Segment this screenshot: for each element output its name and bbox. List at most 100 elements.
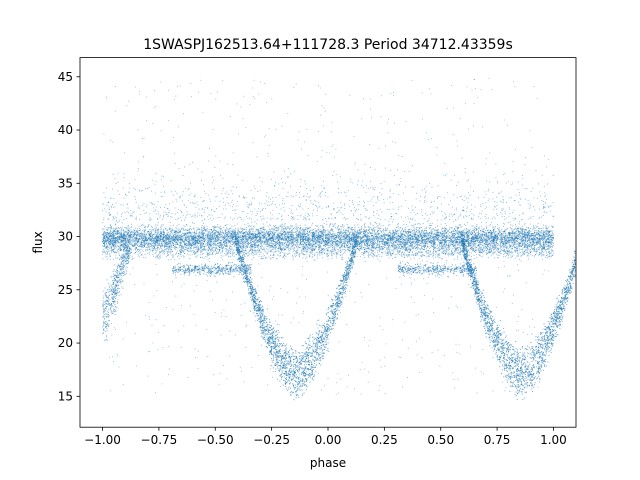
- data-point: [407, 235, 410, 237]
- data-point: [364, 236, 366, 238]
- data-point: [417, 226, 419, 229]
- data-point: [545, 224, 547, 226]
- data-point: [449, 229, 451, 231]
- data-point: [539, 243, 542, 245]
- data-point: [501, 230, 503, 232]
- data-point: [206, 233, 208, 235]
- data-point: [405, 228, 407, 231]
- data-point: [472, 225, 474, 227]
- data-point: [413, 257, 415, 259]
- data-point: [369, 226, 372, 228]
- data-point: [414, 223, 417, 225]
- data-point: [396, 231, 398, 233]
- data-point: [304, 238, 306, 240]
- data-point: [148, 247, 150, 249]
- data-point: [177, 241, 179, 243]
- data-point: [173, 240, 175, 242]
- data-point: [249, 225, 251, 228]
- data-point: [181, 234, 183, 236]
- data-point: [515, 234, 517, 236]
- data-point: [372, 231, 374, 233]
- data-point: [102, 222, 104, 224]
- data-point: [234, 246, 236, 248]
- data-point: [186, 242, 188, 245]
- data-point: [133, 232, 135, 234]
- data-point: [140, 236, 142, 238]
- data-point: [421, 227, 423, 229]
- data-point: [219, 244, 221, 246]
- data-point: [263, 226, 265, 228]
- data-point: [311, 229, 313, 231]
- data-point: [174, 242, 176, 244]
- data-point: [436, 229, 438, 231]
- data-point: [173, 230, 176, 232]
- data-point: [202, 243, 204, 245]
- data-point: [484, 248, 486, 250]
- data-point: [115, 246, 117, 248]
- data-point: [494, 226, 497, 228]
- data-point: [435, 230, 437, 232]
- data-point: [121, 232, 123, 234]
- data-point: [272, 229, 274, 231]
- data-point: [333, 243, 335, 246]
- data-point: [546, 228, 549, 230]
- data-point: [297, 237, 299, 239]
- data-point: [485, 221, 487, 223]
- data-point: [397, 224, 399, 226]
- data-point: [345, 241, 347, 243]
- data-point: [420, 251, 422, 253]
- data-point: [503, 256, 505, 258]
- data-point: [368, 237, 370, 239]
- data-point: [162, 249, 164, 251]
- data-point: [273, 225, 276, 228]
- data-point: [201, 228, 203, 230]
- data-point: [236, 228, 238, 230]
- data-point: [274, 248, 277, 250]
- data-point: [518, 238, 520, 240]
- data-point: [313, 239, 315, 241]
- data-point: [448, 236, 450, 238]
- data-point: [226, 249, 228, 252]
- data-point: [149, 220, 151, 222]
- data-point: [200, 238, 202, 240]
- data-point: [245, 229, 247, 231]
- data-point: [448, 242, 450, 244]
- data-point: [323, 229, 325, 231]
- data-point: [257, 252, 259, 254]
- data-point: [423, 237, 425, 239]
- data-point: [221, 242, 223, 244]
- data-point: [493, 234, 495, 236]
- data-point: [213, 240, 215, 242]
- data-point: [530, 241, 532, 244]
- data-point: [342, 236, 344, 238]
- data-point: [327, 230, 329, 232]
- data-point: [412, 235, 414, 237]
- data-point: [511, 235, 513, 237]
- data-point: [344, 231, 346, 233]
- data-point: [209, 241, 211, 243]
- data-point: [311, 222, 313, 224]
- data-point: [433, 241, 436, 243]
- data-point: [301, 231, 303, 233]
- data-point: [230, 239, 232, 242]
- data-point: [160, 245, 162, 248]
- data-point: [340, 229, 342, 231]
- data-point: [491, 238, 493, 240]
- data-point: [452, 248, 454, 250]
- data-point: [244, 224, 246, 226]
- data-point: [382, 224, 384, 226]
- data-point: [169, 229, 171, 231]
- data-point: [273, 243, 275, 245]
- data-point: [482, 228, 484, 230]
- data-point: [466, 221, 469, 224]
- data-point: [340, 235, 342, 237]
- data-point: [354, 227, 356, 229]
- data-point: [422, 245, 424, 248]
- data-point: [290, 228, 292, 230]
- data-point: [539, 232, 541, 234]
- data-point: [517, 246, 519, 248]
- data-point: [470, 234, 472, 236]
- data-point: [229, 242, 232, 244]
- data-point: [536, 244, 538, 246]
